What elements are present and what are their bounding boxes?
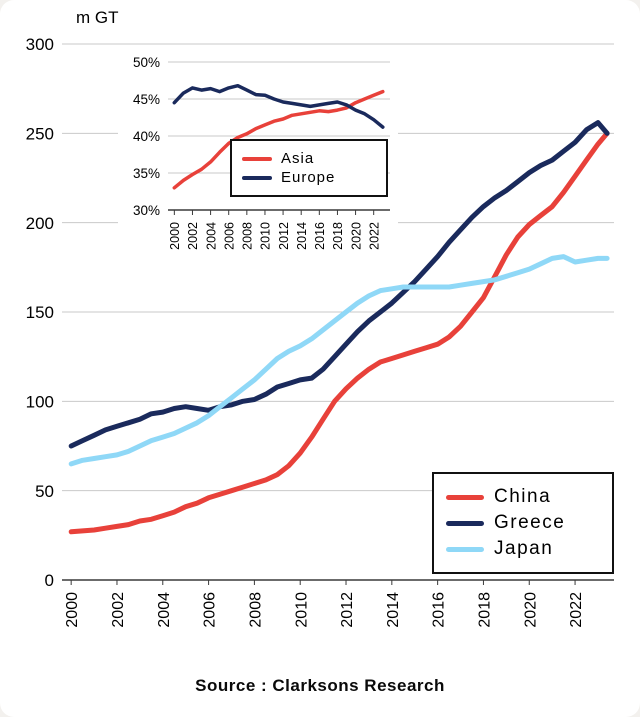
svg-text:2016: 2016 (431, 592, 448, 628)
svg-text:2012: 2012 (277, 222, 291, 250)
svg-text:50: 50 (35, 482, 54, 501)
svg-text:2018: 2018 (477, 592, 494, 628)
legend-item-asia: Asia (242, 150, 376, 167)
svg-text:2018: 2018 (331, 222, 345, 250)
svg-text:50%: 50% (133, 55, 160, 70)
source-caption: Source : Clarksons Research (195, 676, 445, 695)
svg-text:30%: 30% (133, 203, 160, 218)
svg-text:35%: 35% (133, 166, 160, 181)
svg-text:2000: 2000 (64, 592, 81, 628)
europe-line-swatch (242, 175, 272, 180)
svg-text:2020: 2020 (349, 222, 363, 250)
svg-text:45%: 45% (133, 92, 160, 107)
svg-text:2020: 2020 (522, 592, 539, 628)
svg-text:2006: 2006 (222, 222, 236, 250)
legend-label-china: China (494, 486, 552, 507)
svg-text:150: 150 (26, 303, 54, 322)
legend-label-asia: Asia (281, 150, 315, 167)
svg-text:300: 300 (26, 35, 54, 54)
svg-text:2004: 2004 (156, 592, 173, 628)
svg-text:2012: 2012 (339, 592, 356, 628)
main-legend: China Greece Japan (432, 472, 614, 574)
china-line-swatch (446, 494, 484, 500)
svg-text:2006: 2006 (202, 592, 219, 628)
svg-text:100: 100 (26, 392, 54, 411)
svg-text:40%: 40% (133, 129, 160, 144)
greece-line-swatch (446, 520, 484, 526)
legend-label-europe: Europe (281, 169, 336, 186)
svg-text:2010: 2010 (259, 222, 273, 250)
legend-item-europe: Europe (242, 169, 376, 186)
svg-text:2014: 2014 (295, 222, 309, 250)
svg-text:200: 200 (26, 214, 54, 233)
japan-line-swatch (446, 546, 484, 552)
legend-item-japan: Japan (446, 538, 600, 560)
svg-text:2002: 2002 (110, 592, 127, 628)
svg-text:2008: 2008 (241, 222, 255, 250)
inset-legend: Asia Europe (230, 139, 388, 197)
svg-text:2008: 2008 (247, 592, 264, 628)
svg-text:2022: 2022 (568, 592, 585, 628)
svg-text:2010: 2010 (293, 592, 310, 628)
svg-text:2014: 2014 (385, 592, 402, 628)
legend-label-japan: Japan (494, 538, 554, 559)
legend-label-greece: Greece (494, 512, 566, 533)
svg-text:2016: 2016 (313, 222, 327, 250)
asia-line-swatch (242, 156, 272, 161)
svg-text:2002: 2002 (186, 222, 200, 250)
legend-item-china: China (446, 486, 600, 508)
legend-item-greece: Greece (446, 512, 600, 534)
y-axis-unit-label: m GT (76, 8, 119, 27)
svg-text:250: 250 (26, 124, 54, 143)
svg-text:0: 0 (45, 571, 54, 590)
svg-text:2004: 2004 (204, 222, 218, 250)
svg-text:2022: 2022 (367, 222, 381, 250)
svg-text:2000: 2000 (168, 222, 182, 250)
